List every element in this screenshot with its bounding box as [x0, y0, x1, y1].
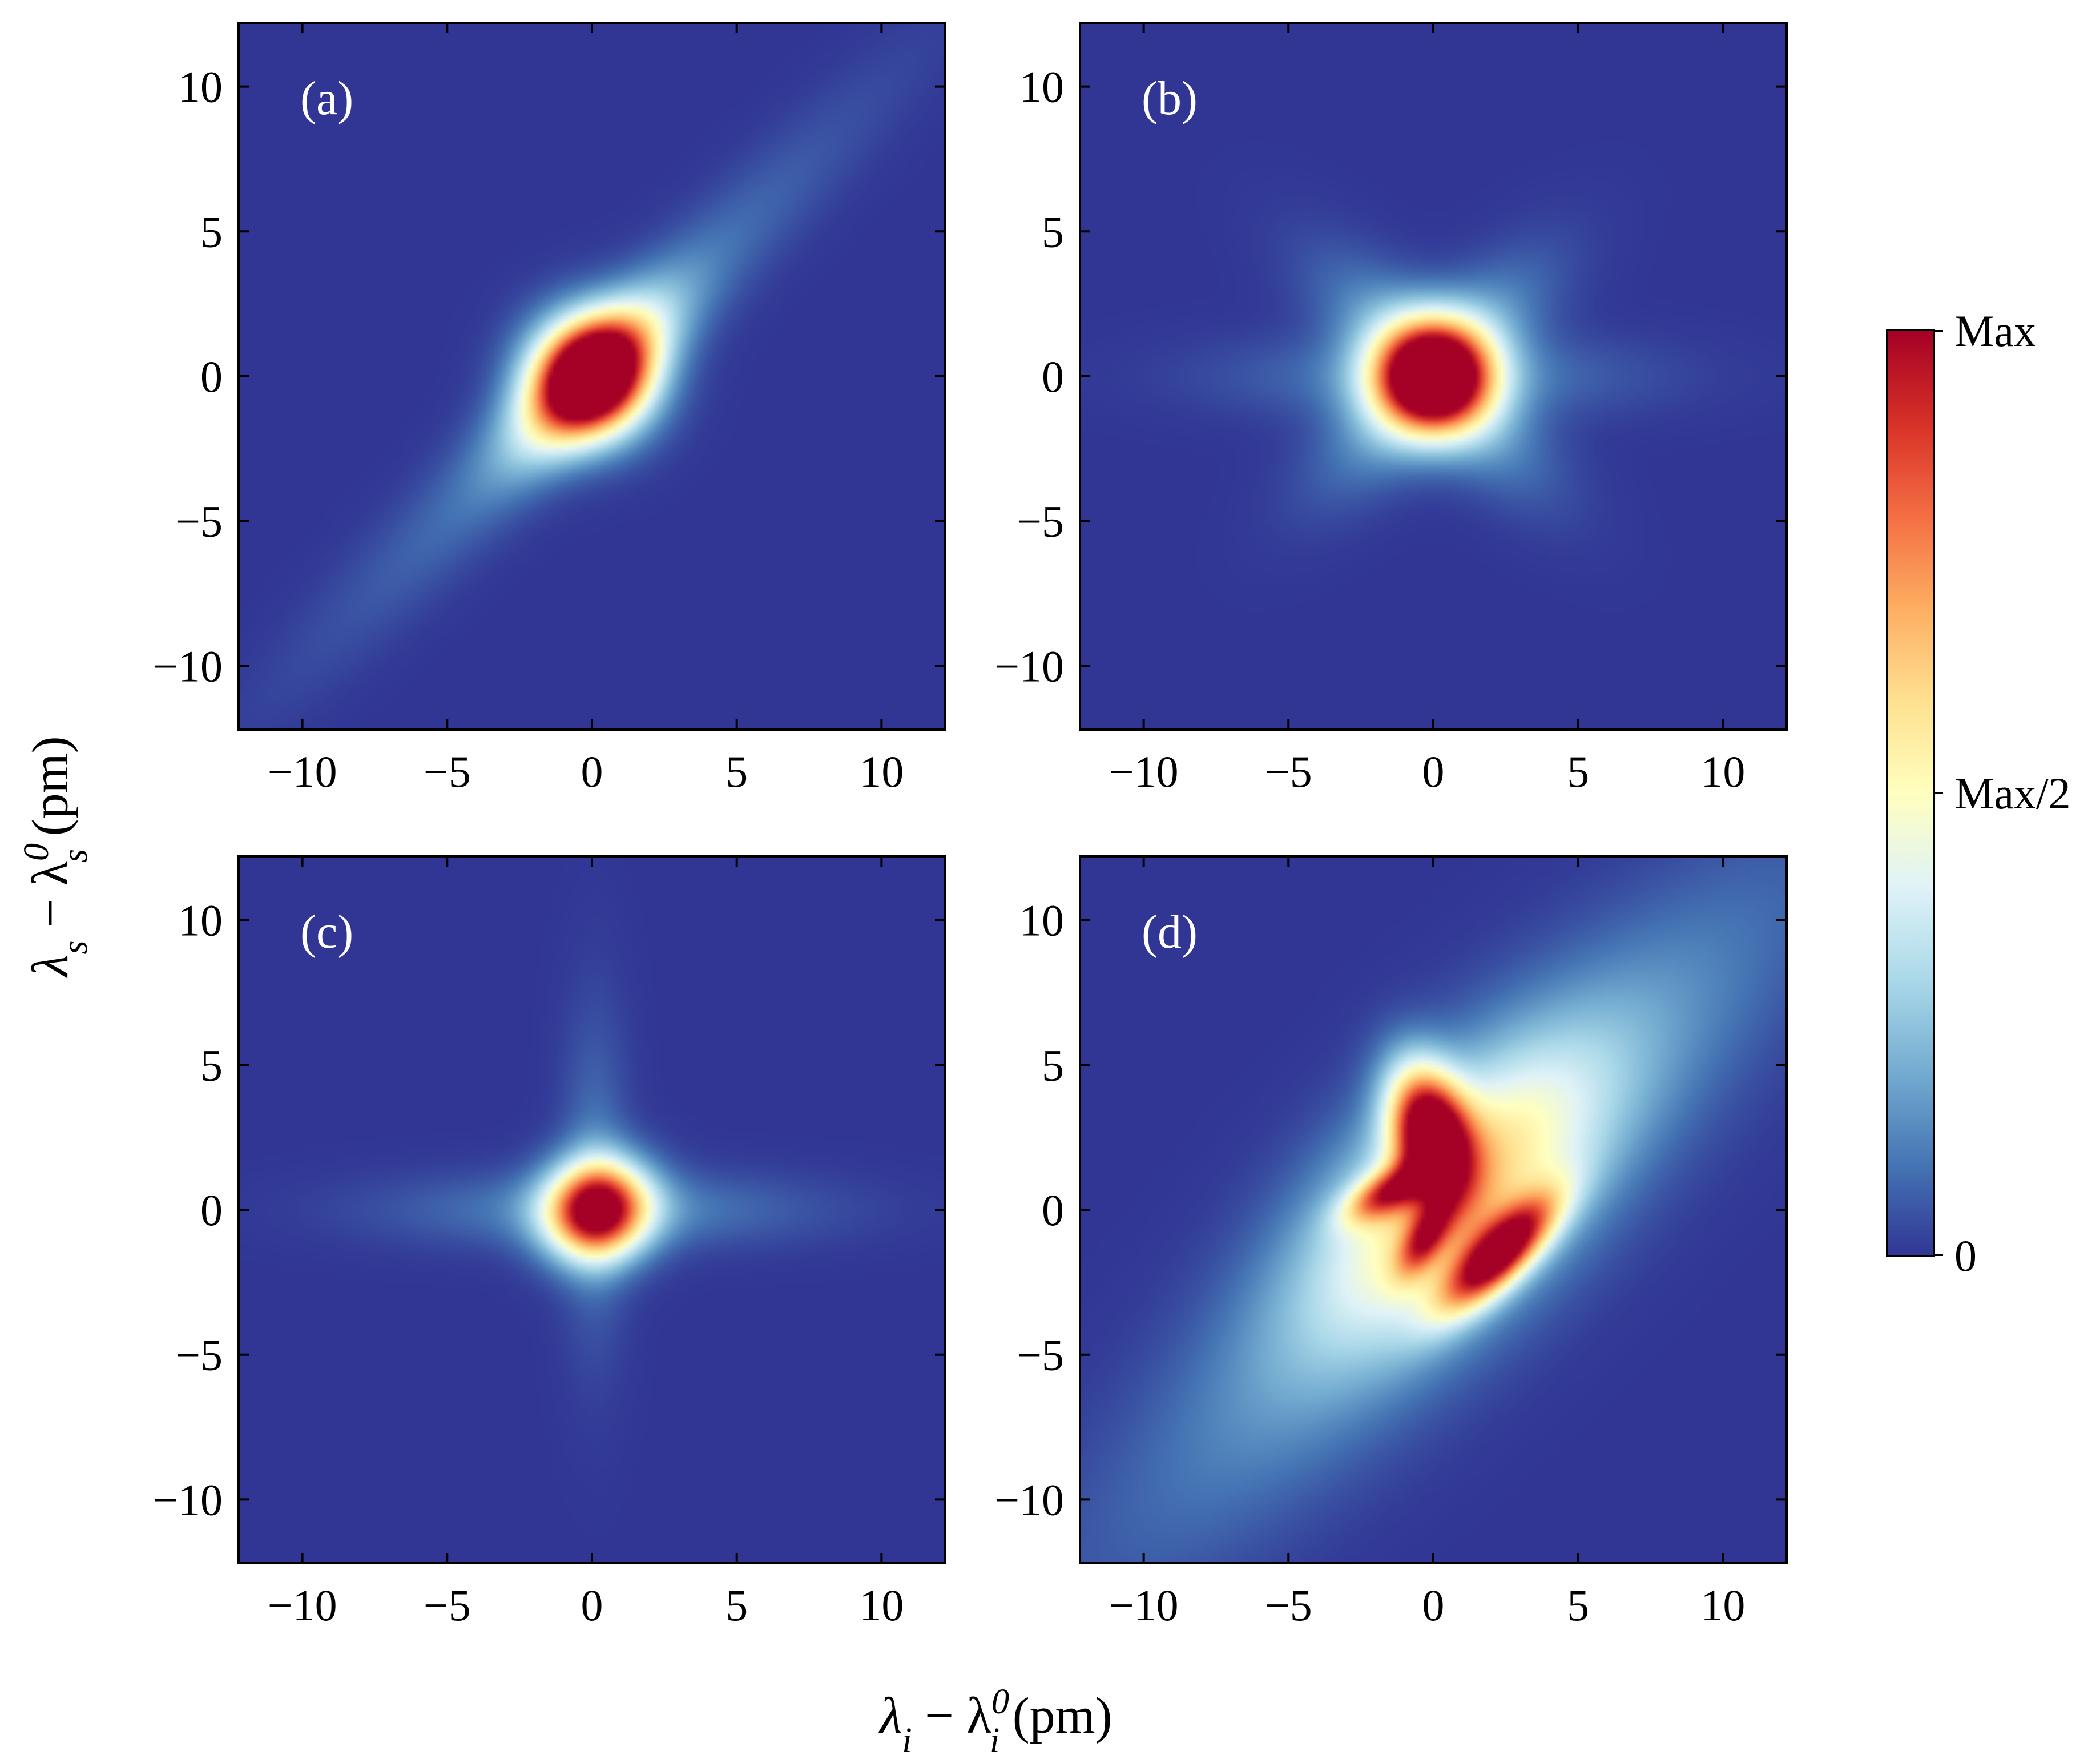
x-tick-label: 10 [1700, 747, 1745, 796]
y-tick-label: 5 [1042, 1040, 1064, 1090]
x-tick-label: −5 [1265, 747, 1312, 796]
panel-d: −10 −10 −5 −5 0 0 5 5 10 10 (d) [994, 855, 1788, 1630]
x-tick-label: 10 [859, 747, 904, 796]
x-tick-label: 0 [1422, 1580, 1445, 1630]
x-axis-label-sub2: i [990, 1721, 999, 1760]
x-tick-label: 5 [1567, 1580, 1589, 1630]
x-tick-label: 10 [1700, 1580, 1745, 1630]
panel-label: (a) [300, 72, 353, 125]
heatmap-d [1080, 856, 1787, 1563]
y-tick-label: 5 [200, 207, 223, 256]
x-tick-label: 5 [1567, 747, 1589, 796]
y-tick-label: 5 [1042, 207, 1064, 256]
heatmap-b [1080, 23, 1787, 730]
panel-a: −10 −10 −5 −5 0 0 5 5 10 10 (a) [153, 22, 946, 796]
x-tick-label: −10 [1109, 1580, 1179, 1630]
x-axis-label: λi − λ0 i (pm) [878, 1683, 1112, 1760]
y-tick-label: 5 [200, 1040, 223, 1090]
x-tick-label: −5 [424, 1580, 471, 1630]
y-tick-label: 0 [1042, 1185, 1064, 1235]
panel-label: (c) [300, 905, 353, 959]
y-tick-label: −10 [994, 1475, 1064, 1524]
x-tick-label: −5 [424, 747, 471, 796]
panel-c: −10 −10 −5 −5 0 0 5 5 10 10 (c) [153, 855, 946, 1630]
x-axis-label-sup: 0 [991, 1683, 1009, 1721]
y-axis-label-sup: 0 [17, 843, 56, 861]
colorbar-label-half: Max/2 [1954, 768, 2071, 818]
x-tick-label: 5 [725, 747, 748, 796]
y-tick-label: 0 [200, 352, 223, 401]
x-tick-label: 0 [1422, 747, 1445, 796]
x-tick-label: 10 [859, 1580, 904, 1630]
panel-label: (d) [1142, 905, 1198, 959]
y-tick-label: 10 [178, 62, 223, 112]
y-tick-label: −10 [994, 641, 1064, 691]
heatmap-c [239, 856, 945, 1563]
colorbar-label-zero: 0 [1954, 1231, 1977, 1281]
heatmap-a [239, 23, 945, 730]
y-tick-label: 0 [1042, 352, 1064, 401]
x-tick-label: −5 [1265, 1580, 1312, 1630]
x-tick-label: −10 [1109, 747, 1179, 796]
x-tick-label: 5 [725, 1580, 748, 1630]
y-tick-label: 10 [1019, 896, 1064, 945]
y-tick-label: −10 [153, 1475, 223, 1524]
panels: −10 −10 −5 −5 0 0 5 5 10 10 (a) −10 −10 −5 −5 0 0 5 5 10 10 (… [153, 22, 1788, 1630]
y-tick-label: −10 [153, 641, 223, 691]
y-tick-label: 10 [1019, 62, 1064, 112]
y-tick-label: −5 [1017, 1330, 1064, 1380]
y-tick-label: 10 [178, 896, 223, 945]
panel-b: −10 −10 −5 −5 0 0 5 5 10 10 (b) [994, 22, 1788, 796]
x-tick-label: −10 [268, 1580, 337, 1630]
x-tick-label: 0 [581, 747, 603, 796]
y-tick-label: −5 [175, 1330, 223, 1380]
panel-label: (b) [1142, 72, 1198, 125]
y-axis-label: λs − λ0s (pm) [17, 736, 95, 978]
colorbar-label-max: Max [1954, 306, 2036, 356]
x-tick-label: 0 [581, 1580, 603, 1630]
colorbar-gradient [1886, 329, 1935, 1257]
y-tick-label: 0 [200, 1185, 223, 1235]
y-tick-label: −5 [175, 497, 223, 546]
y-axis-label-sub2: s [56, 849, 95, 863]
y-tick-label: −5 [1017, 497, 1064, 546]
colorbar: Max Max/2 0 [1886, 306, 2071, 1281]
x-tick-label: −10 [268, 747, 337, 796]
